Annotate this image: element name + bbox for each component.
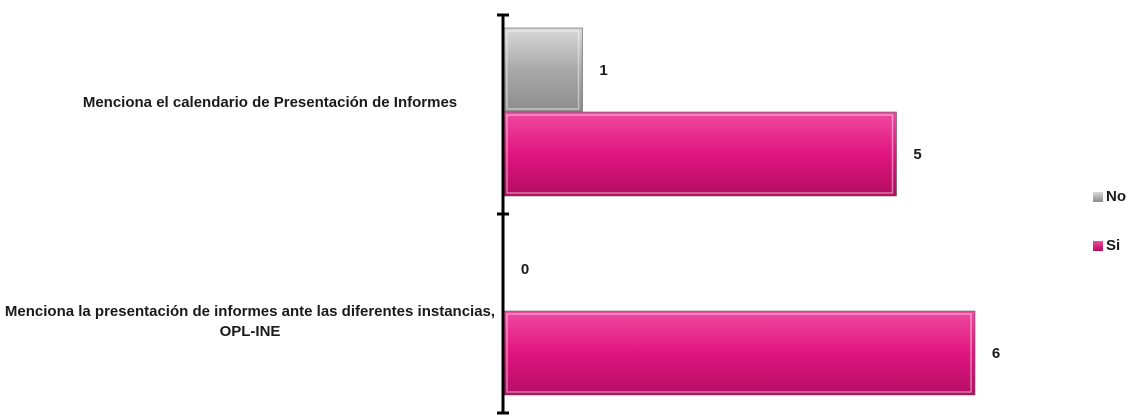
bar-si-2 — [503, 310, 976, 396]
bar-bevel-si-1 — [506, 114, 894, 194]
legend: No Si — [1093, 186, 1126, 284]
legend-label-no: No — [1106, 188, 1126, 205]
bar-bevel-si-2 — [506, 313, 972, 393]
data-label-no-2: 0 — [521, 261, 529, 278]
bar-si-1 — [503, 111, 897, 197]
legend-label-si: Si — [1106, 237, 1121, 254]
legend-swatch-si — [1093, 240, 1103, 251]
legend-item-si: Si — [1093, 235, 1126, 256]
data-label-si-2: 6 — [992, 345, 1000, 362]
legend-item-no: No — [1093, 186, 1126, 207]
legend-swatch-no — [1093, 191, 1103, 202]
category-label-2: Menciona la presentación de informes ant… — [4, 303, 496, 340]
data-label-si-1: 5 — [913, 146, 921, 163]
category-label-1: Menciona el calendario de Presentación d… — [82, 94, 458, 111]
bar-bevel-no-1 — [506, 30, 580, 110]
data-label-no-1: 1 — [599, 62, 607, 79]
bar-no-1 — [503, 27, 583, 113]
